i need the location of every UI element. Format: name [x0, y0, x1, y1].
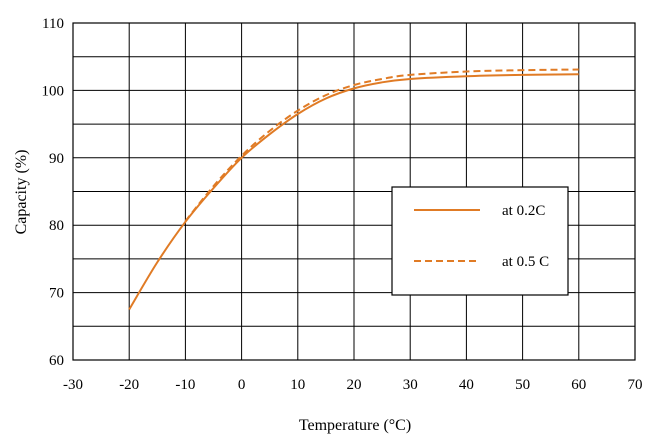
plot-border: [72, 22, 636, 361]
y-tick-labels: 60 70 80 90 100 110: [42, 16, 65, 369]
x-tick-labels: -30 -20 -10 0 10 20 30 40 50 60 70: [63, 377, 643, 393]
legend-label-0: at 0.2C: [502, 203, 545, 219]
x-tick-label: -20: [119, 377, 139, 393]
y-tick-label: 60: [49, 353, 64, 369]
series-layer: [128, 68, 579, 310]
x-tick-label: -10: [175, 377, 195, 393]
y-tick-label: 100: [42, 83, 65, 99]
y-tick-label: 70: [49, 286, 64, 302]
y-tick-label: 110: [42, 16, 64, 32]
x-tick-label: 50: [515, 377, 530, 393]
series-line-1: [184, 68, 579, 222]
x-tick-label: 70: [628, 377, 643, 393]
legend-box: [391, 186, 569, 296]
legend-label-1: at 0.5 C: [502, 254, 549, 270]
x-axis-label: Temperature (°C): [299, 417, 411, 434]
grid: [72, 22, 636, 361]
x-tick-label: -30: [63, 377, 83, 393]
x-tick-label: 10: [290, 377, 305, 393]
x-tick-label: 60: [571, 377, 586, 393]
y-axis-label: Capacity (%): [13, 150, 30, 235]
x-tick-label: 30: [403, 377, 418, 393]
y-tick-label: 80: [49, 218, 64, 234]
legend: at 0.2C at 0.5 C: [391, 186, 569, 296]
y-tick-label: 90: [49, 151, 64, 167]
x-tick-label: 20: [347, 377, 362, 393]
x-tick-label: 0: [238, 377, 246, 393]
x-tick-label: 40: [459, 377, 474, 393]
